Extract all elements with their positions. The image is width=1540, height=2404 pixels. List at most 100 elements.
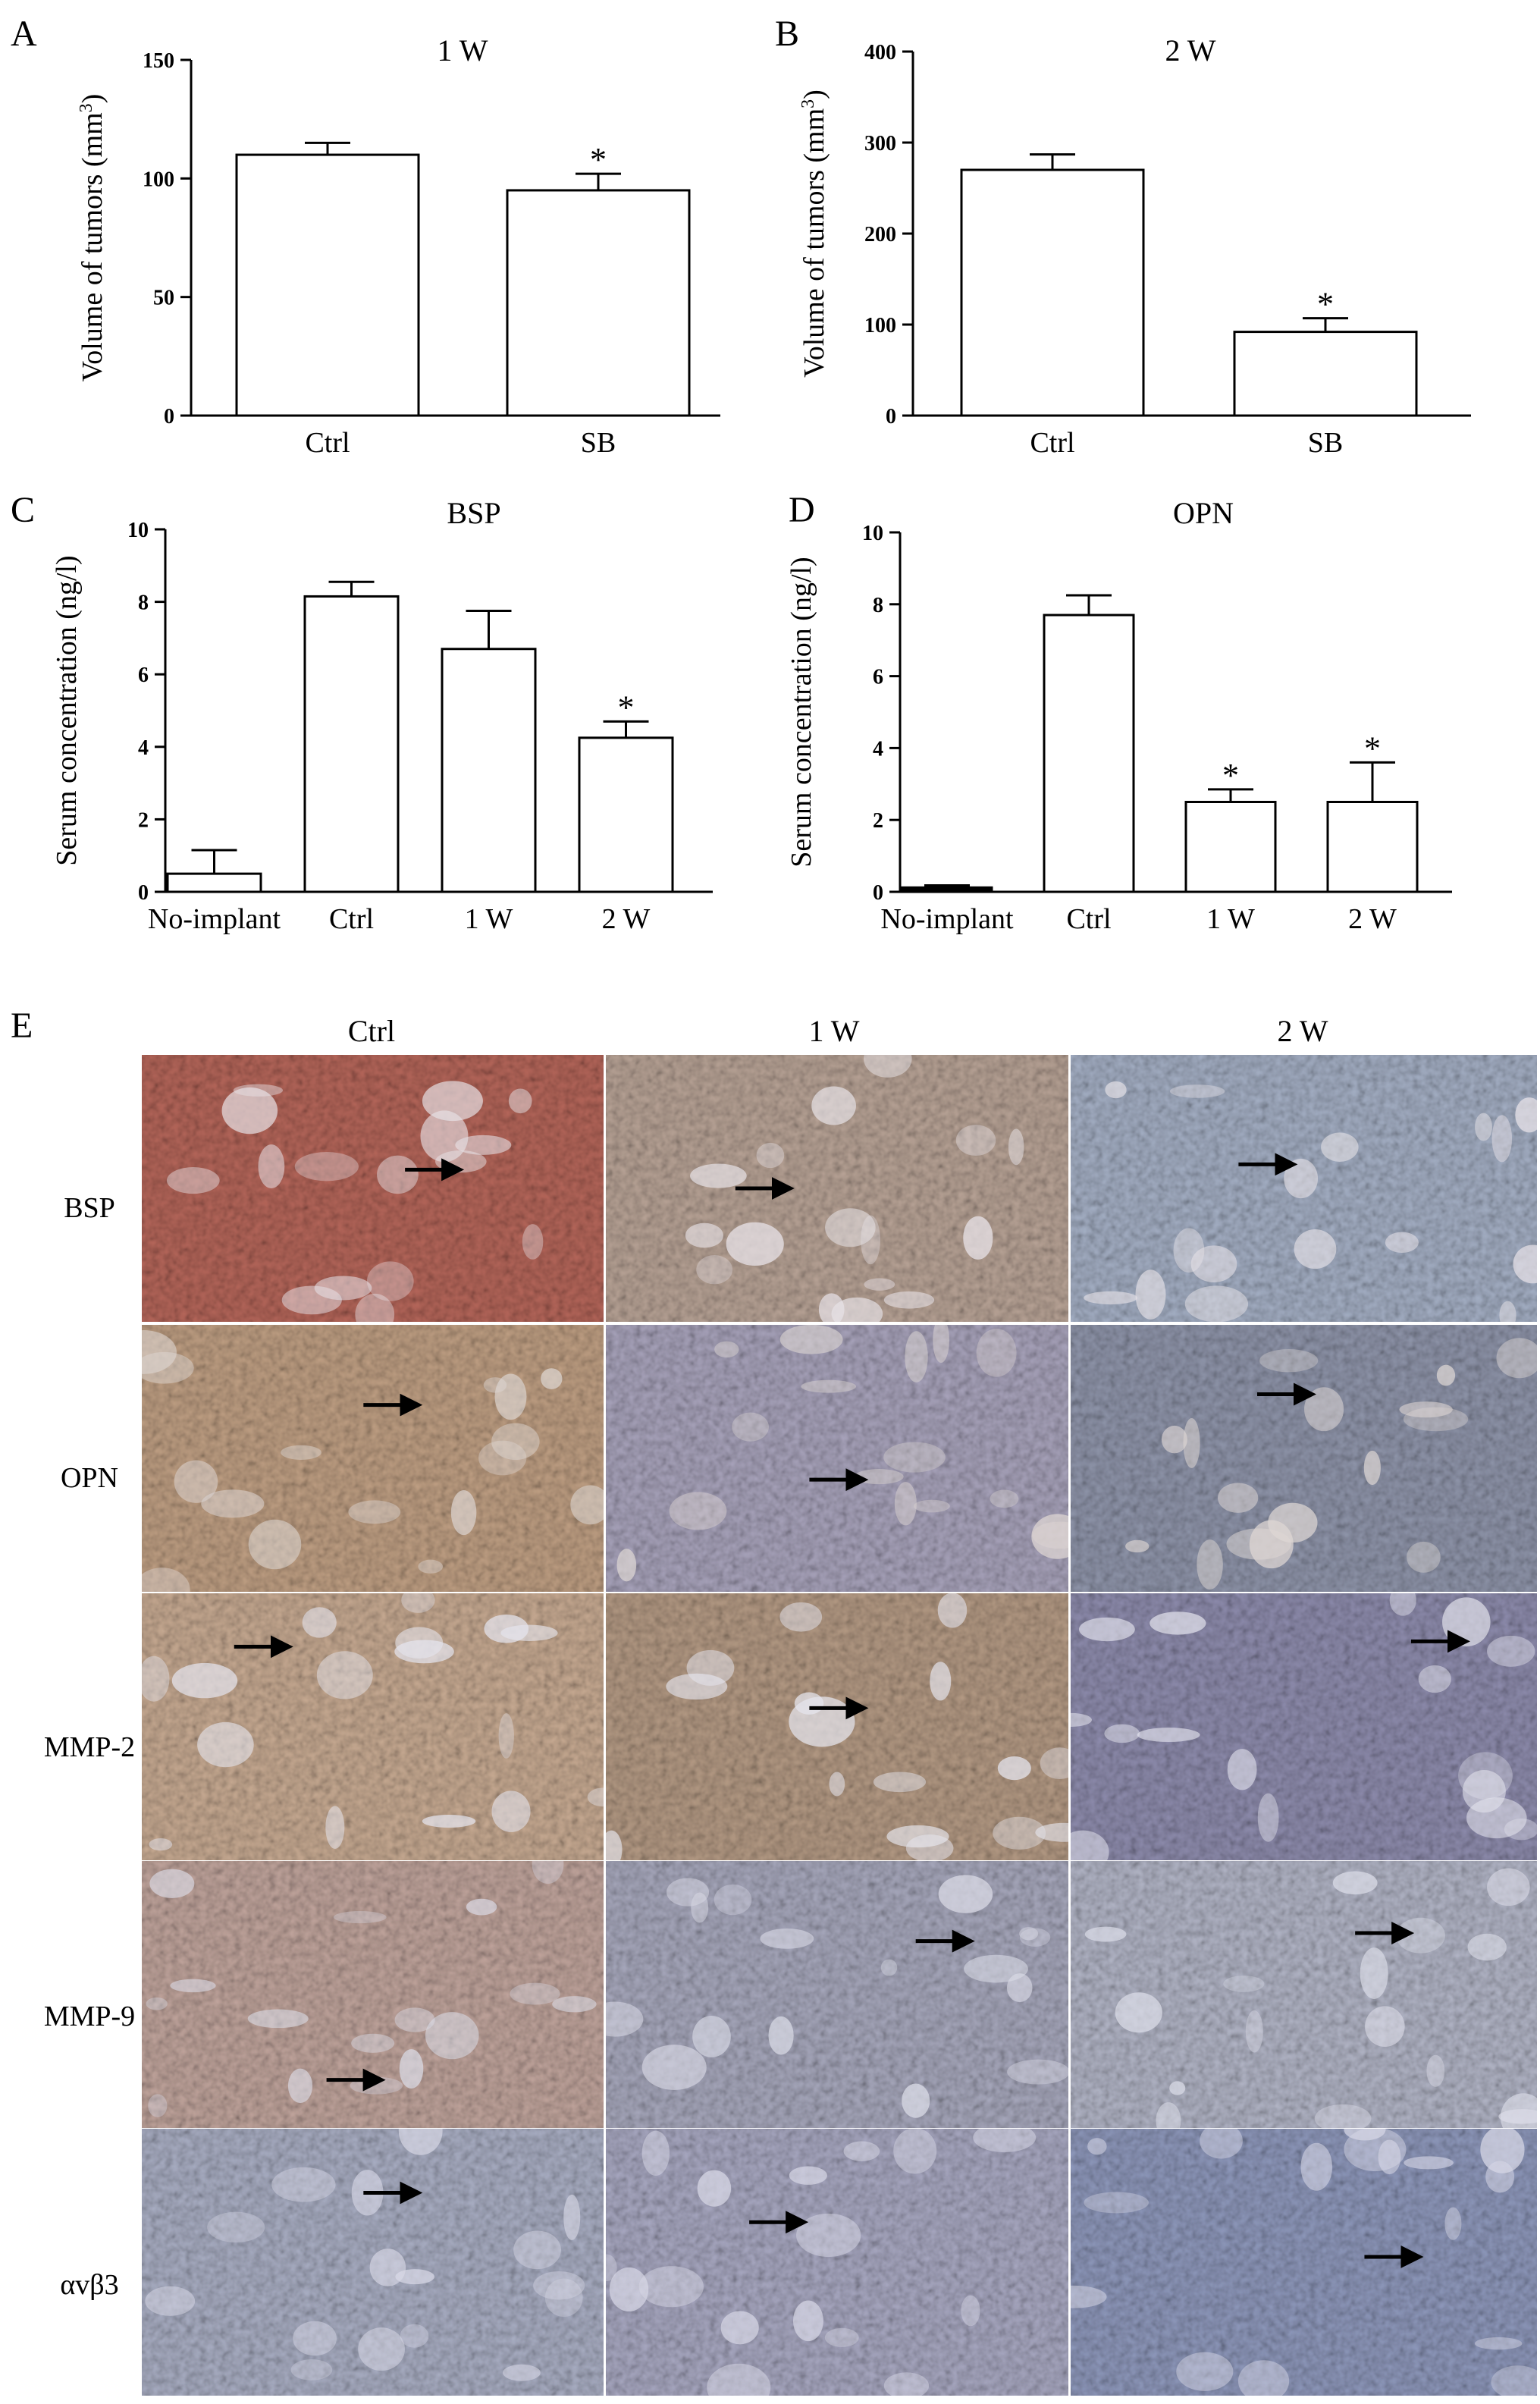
x-tick-label: 1 W [1206, 903, 1255, 935]
panel-letter-c: C [11, 490, 35, 530]
tissue-blob [1125, 1539, 1150, 1553]
histology-grid: Ctrl 1 W 2 W BSP OPN MMP-2 MMP-9 αvβ3 [44, 1014, 1537, 2396]
y-tick-label: 50 [153, 287, 174, 310]
tissue-blob [1135, 1269, 1166, 1320]
y-tick-label: 400 [864, 41, 896, 64]
tissue-blob [1156, 2102, 1181, 2128]
chart-title: 2 W [1165, 33, 1215, 67]
x-tick-label: SB [581, 427, 616, 459]
chart-title: BSP [447, 496, 500, 530]
tissue-blob [142, 1568, 190, 1592]
tissue-blob [883, 1442, 946, 1473]
tissue-blob [302, 1607, 337, 1638]
tissue-blob [394, 1640, 454, 1664]
panel-letter-e: E [11, 1006, 33, 1046]
x-tick-label: Ctrl [1066, 903, 1111, 935]
tissue-blob [811, 1086, 856, 1125]
tissue-blob [714, 1341, 739, 1358]
y-tick-label: 8 [138, 592, 149, 615]
tissue-blob [1071, 1712, 1092, 1727]
histology-image [142, 1055, 604, 1322]
tissue-blob [1300, 2142, 1333, 2191]
tissue-blob [333, 1911, 387, 1924]
histology-row-label: OPN [61, 1462, 118, 1494]
tissue-blob [1197, 1539, 1223, 1590]
tissue-blob [287, 2068, 313, 2104]
tissue-blob [544, 2278, 583, 2318]
histology-image [142, 1325, 604, 1592]
tissue-blob [1294, 1229, 1337, 1269]
tissue-blob [1257, 1793, 1279, 1842]
histology-image [606, 1325, 1068, 1592]
tissue-blob [1496, 1338, 1537, 1379]
bar [441, 648, 537, 893]
tissue-blob [377, 1155, 419, 1194]
tissue-blob [399, 2049, 424, 2089]
x-tick-label: No-implant [148, 903, 281, 935]
tissue-blob [351, 2033, 395, 2053]
tissue-blob [422, 1081, 483, 1122]
tissue-blob [1426, 2054, 1445, 2087]
tissue-blob [864, 1055, 912, 1078]
x-tick-label: 1 W [465, 903, 513, 935]
tissue-blob [1169, 1084, 1225, 1098]
tissue-blob [732, 1412, 769, 1442]
histology-image [1071, 1325, 1537, 1592]
tissue-blob [491, 1790, 531, 1832]
bar [1233, 331, 1418, 417]
tissue-blob [145, 2286, 196, 2316]
tissue-blob [638, 2266, 704, 2308]
tissue-blob [420, 1110, 469, 1163]
tissue-blob [1487, 1868, 1530, 1907]
tissue-blob [1084, 1291, 1137, 1305]
tissue-blob [697, 2170, 732, 2207]
tissue-blob [1314, 2104, 1372, 2128]
y-tick-label: 10 [127, 519, 149, 542]
histology-image [142, 1593, 604, 1860]
tissue-blob [1404, 2156, 1454, 2170]
histology-image [606, 1593, 1068, 1860]
y-tick-label: 150 [143, 49, 174, 73]
tissue-blob [1115, 1992, 1162, 2033]
tissue-blob [964, 1954, 1028, 1983]
y-axis-label: Volume of tumors (mm3) [77, 94, 108, 382]
tissue-blob [963, 1216, 993, 1260]
tissue-blob [760, 1929, 814, 1949]
tissue-blob [207, 2211, 265, 2243]
tissue-blob [1466, 1797, 1527, 1839]
tissue-blob [1378, 2139, 1401, 2175]
tissue-blob [779, 1602, 823, 1632]
tissue-blob [1169, 2081, 1186, 2095]
y-tick-label: 6 [873, 666, 883, 689]
tissue-blob [997, 1756, 1031, 1781]
tissue-blob [831, 1297, 883, 1322]
tissue-blob [937, 1593, 968, 1628]
tissue-blob [1474, 2337, 1523, 2350]
bar [506, 189, 691, 417]
tissue-blob [533, 2271, 585, 2300]
tissue-blob [616, 1549, 637, 1582]
tissue-blob [779, 1325, 843, 1354]
tissue-blob [513, 2230, 561, 2270]
chart-title: 1 W [437, 33, 488, 67]
chart-d: OPN 0 2 4 6 8 10 Serum concentration (ng/l) No-i… [786, 496, 1452, 935]
significance-asterisk: * [1317, 286, 1334, 323]
tissue-blob [1491, 2365, 1537, 2396]
tissue-blob [552, 1996, 597, 2013]
tissue-blob [933, 1325, 949, 1364]
tissue-blob [149, 1838, 173, 1851]
tissue-blob [281, 1445, 321, 1460]
tissue-blob [955, 1125, 996, 1156]
tissue-blob [692, 2016, 731, 2057]
y-tick-label: 4 [873, 737, 883, 761]
y-tick-label: 2 [138, 808, 149, 832]
histology-column-label: 1 W [808, 1014, 859, 1048]
tissue-blob [541, 1368, 563, 1389]
tissue-blob [510, 1982, 560, 2005]
y-axis-label-sup: 3 [798, 99, 818, 108]
x-tick-label: SB [1308, 427, 1343, 459]
tissue-blob [1332, 1871, 1378, 1895]
tissue-blob [1031, 1514, 1068, 1559]
